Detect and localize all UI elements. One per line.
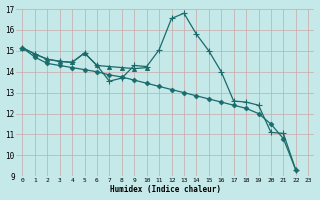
- X-axis label: Humidex (Indice chaleur): Humidex (Indice chaleur): [110, 185, 221, 194]
